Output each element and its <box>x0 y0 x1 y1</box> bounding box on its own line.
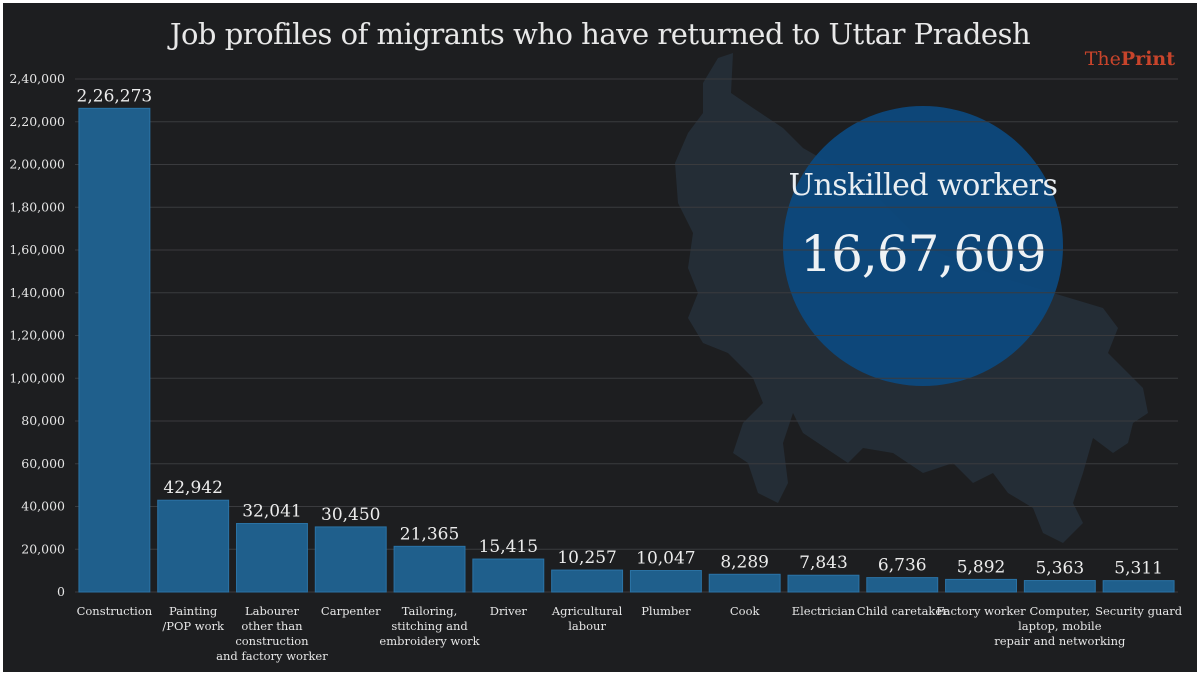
category-label: Cook <box>730 604 761 618</box>
value-label: 10,047 <box>636 549 695 569</box>
grid-lines <box>75 78 1178 593</box>
value-label: 10,257 <box>557 548 616 568</box>
bar <box>866 577 939 593</box>
bar <box>1023 580 1096 593</box>
bar <box>551 569 624 593</box>
category-label: Agricultural labour <box>551 604 623 633</box>
category-label: Factory worker <box>936 604 1026 618</box>
category-label-line: Child caretaker <box>857 604 948 618</box>
value-label: 30,450 <box>321 505 380 525</box>
bar <box>629 570 702 593</box>
bar <box>393 545 466 593</box>
value-label: 5,311 <box>1114 559 1163 579</box>
bar <box>78 107 151 593</box>
bar <box>708 573 781 593</box>
y-tick-label: 80,000 <box>21 413 65 428</box>
category-label-line: Electrician <box>792 604 856 618</box>
callout-label: Unskilled workers <box>788 168 1058 203</box>
category-label-line: /POP work <box>162 619 225 633</box>
bar <box>1102 580 1175 593</box>
unskilled-workers-circle <box>783 106 1063 386</box>
category-label-line: Security guard <box>1095 604 1183 618</box>
category-label-line: Agricultural <box>551 604 623 618</box>
y-tick-label: 2,40,000 <box>9 71 65 86</box>
category-label-line: Cook <box>730 604 761 618</box>
category-label-line: labour <box>568 619 606 633</box>
y-tick-label: 2,20,000 <box>9 114 65 129</box>
category-label: Carpenter <box>321 604 381 618</box>
category-label: Electrician <box>792 604 856 618</box>
category-label: Computer, laptop, mobile repair and networ… <box>994 604 1126 648</box>
y-tick-label: 60,000 <box>21 456 65 471</box>
value-label: 6,736 <box>878 556 927 576</box>
y-tick-label: 1,20,000 <box>9 328 65 343</box>
category-label-line: stitching and <box>391 619 468 633</box>
category-label-line: embroidery work <box>379 634 480 648</box>
y-tick-label: 0 <box>57 584 65 599</box>
category-label: Construction <box>77 604 153 618</box>
category-label: Driver <box>490 604 528 618</box>
value-label: 32,041 <box>242 502 301 522</box>
brand-logo: ThePrint <box>1085 48 1175 70</box>
chart-title: Job profiles of migrants who have return… <box>169 17 1031 51</box>
category-label-line: laptop, mobile <box>1018 619 1102 633</box>
bars <box>78 107 1175 593</box>
y-tick-label: 1,40,000 <box>9 285 65 300</box>
value-labels: 2,26,273 42,942 32,041 30,450 21,365 15,415 10… <box>77 86 1163 578</box>
brand-prefix: The <box>1084 48 1121 70</box>
category-label: Labourer other than construction and factor… <box>216 604 328 663</box>
category-label-line: Construction <box>77 604 153 618</box>
category-label-line: other than <box>241 619 303 633</box>
chart-frame: Unskilled workers 16,67,609 Job profiles… <box>3 3 1197 672</box>
y-tick-label: 1,00,000 <box>9 370 65 385</box>
y-tick-label: 20,000 <box>21 541 65 556</box>
bar <box>945 578 1017 593</box>
bar <box>236 523 308 593</box>
category-label-line: Driver <box>490 604 528 618</box>
category-label: Child caretaker <box>857 604 948 618</box>
value-label: 5,363 <box>1035 559 1084 579</box>
category-label: Tailoring, stitching and embroidery work <box>379 604 480 648</box>
category-label-line: Carpenter <box>321 604 381 618</box>
bar <box>787 574 860 593</box>
callout-value: 16,67,609 <box>800 225 1046 283</box>
value-label: 42,942 <box>163 478 222 498</box>
y-tick-label: 40,000 <box>21 499 65 514</box>
category-label: Plumber <box>641 604 691 618</box>
y-tick-label: 1,60,000 <box>9 242 65 257</box>
y-tick-label: 2,00,000 <box>9 157 65 172</box>
category-label: Painting/POP work <box>162 604 225 633</box>
value-label: 8,289 <box>720 552 769 572</box>
value-label: 7,843 <box>799 553 848 573</box>
category-label-line: construction <box>235 634 309 648</box>
bar <box>157 499 230 593</box>
category-label-line: repair and networking <box>994 634 1126 648</box>
value-label: 5,892 <box>957 557 1006 577</box>
bar <box>472 558 545 593</box>
category-label-line: Plumber <box>641 604 691 618</box>
category-label-line: Computer, <box>1029 604 1090 618</box>
category-label-line: Factory worker <box>936 604 1026 618</box>
brand-suffix: Print <box>1120 48 1175 70</box>
category-label-line: Tailoring, <box>402 604 458 618</box>
value-label: 2,26,273 <box>77 86 153 106</box>
value-label: 15,415 <box>479 537 538 557</box>
category-label: Security guard <box>1095 604 1183 618</box>
category-label-line: and factory worker <box>216 649 328 663</box>
category-label-line: Labourer <box>245 604 299 618</box>
y-axis-ticks: 0 20,000 40,000 60,000 80,000 1,00,000 1,20,00… <box>9 71 65 599</box>
value-label: 21,365 <box>400 524 459 544</box>
category-label-line: Painting <box>169 604 218 618</box>
bar <box>314 526 387 593</box>
bar-chart: 0 20,000 40,000 60,000 80,000 1,00,000 1,20,00… <box>9 71 1183 663</box>
y-tick-label: 1,80,000 <box>9 199 65 214</box>
